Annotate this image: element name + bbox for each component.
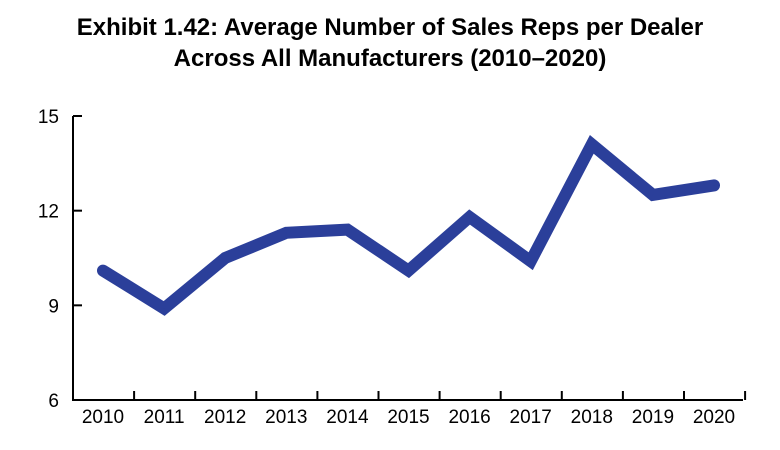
data-point	[224, 257, 226, 259]
x-tick-label: 2019	[632, 407, 674, 428]
data-point	[346, 229, 348, 231]
x-tick-label: 2013	[265, 407, 307, 428]
data-point	[530, 260, 532, 262]
y-tick-label: 6	[48, 391, 59, 412]
data-point	[713, 184, 715, 186]
y-tick-label: 15	[38, 107, 59, 128]
x-tick-label: 2015	[387, 407, 429, 428]
data-point	[408, 270, 409, 272]
x-tick-label: 2020	[693, 407, 735, 428]
x-tick-label: 2018	[571, 407, 613, 428]
data-point	[163, 307, 165, 309]
x-ticks: 2010 2011 2012 2013 2014 2015 2016 2017 2018 2019…	[72, 391, 747, 428]
axes	[72, 116, 743, 401]
series-line	[97, 135, 720, 316]
data-point	[591, 143, 593, 145]
x-tick-label: 2010	[82, 407, 124, 428]
data-point	[469, 216, 471, 218]
y-ticks: 6 9 12 15	[38, 107, 82, 412]
data-point	[102, 270, 104, 272]
x-tick-label: 2011	[144, 407, 185, 428]
data-point	[652, 194, 654, 196]
x-tick-label: 2014	[326, 407, 369, 428]
y-tick-label: 12	[38, 202, 59, 223]
x-tick-label: 2012	[204, 407, 246, 428]
y-tick-label: 9	[48, 296, 59, 317]
x-tick-label: 2016	[448, 407, 490, 428]
series-layer	[97, 135, 720, 316]
chart-title: Exhibit 1.42: Average Number of Sales Re…	[0, 12, 780, 74]
x-tick-label: 2017	[510, 407, 552, 428]
chart-title-line-1: Exhibit 1.42: Average Number of Sales Re…	[76, 14, 704, 41]
data-point	[285, 232, 287, 234]
chart-title-line-2: Across All Manufacturers (2010–2020)	[173, 45, 607, 72]
